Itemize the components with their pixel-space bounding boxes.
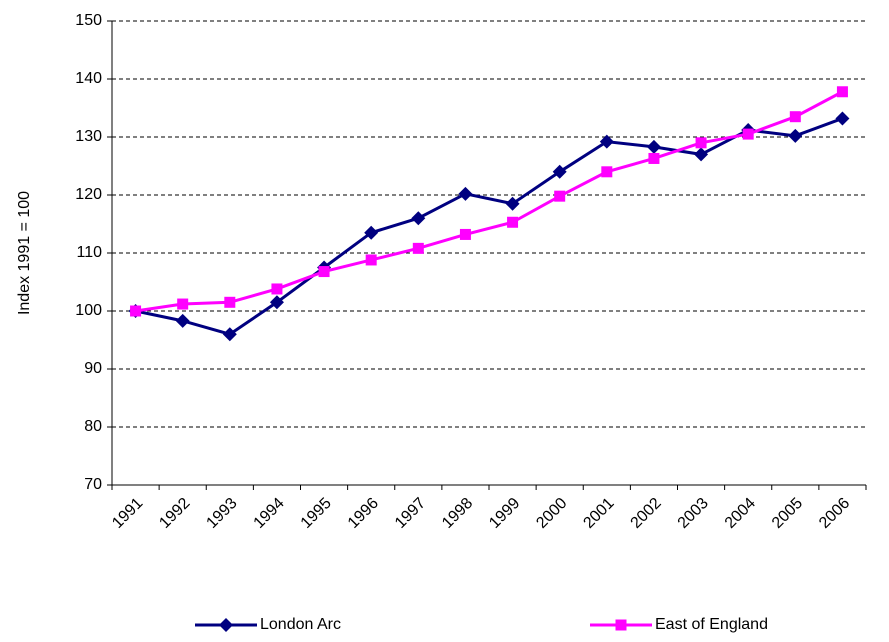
- x-tick-label: 2005: [769, 495, 806, 532]
- point: [836, 86, 848, 98]
- legend-marker: [615, 619, 627, 631]
- point: [271, 283, 283, 295]
- point: [694, 147, 709, 162]
- point: [835, 111, 850, 126]
- x-tick-label: 2003: [675, 495, 712, 532]
- point: [175, 313, 190, 328]
- point: [789, 111, 801, 123]
- point: [364, 225, 379, 240]
- point: [742, 128, 754, 140]
- point: [507, 216, 519, 228]
- x-tick-label: 1999: [486, 495, 523, 532]
- x-tick-label: 1994: [251, 495, 288, 532]
- x-tick-label: 1997: [392, 495, 429, 532]
- point: [458, 186, 473, 201]
- point: [269, 295, 284, 310]
- point: [365, 254, 377, 266]
- series-line: [135, 90, 844, 313]
- x-tick-label: 1993: [203, 495, 240, 532]
- x-tick-label: 2000: [533, 495, 570, 532]
- y-axis-label: Index 1991 = 100: [16, 191, 33, 315]
- x-tick-label: 2001: [580, 495, 617, 532]
- point: [411, 211, 426, 226]
- y-tick-label: 70: [84, 476, 102, 493]
- point: [648, 152, 660, 164]
- point: [505, 196, 520, 211]
- point: [695, 137, 707, 149]
- x-tick-label: 2004: [722, 495, 759, 532]
- point: [222, 327, 237, 342]
- x-tick-label: 1992: [156, 495, 193, 532]
- y-tick-label: 110: [76, 244, 102, 261]
- point: [318, 266, 330, 278]
- y-tick-label: 140: [75, 70, 102, 87]
- point: [554, 190, 566, 202]
- y-tick-label: 90: [84, 360, 102, 377]
- point: [130, 305, 142, 317]
- point: [646, 139, 661, 154]
- x-tick-label: 1996: [345, 495, 382, 532]
- point: [224, 296, 236, 308]
- point: [177, 298, 189, 310]
- legend-marker: [219, 618, 233, 632]
- legend-label: East of England: [655, 616, 768, 633]
- y-tick-label: 80: [84, 418, 102, 435]
- x-tick-label: 2002: [628, 495, 665, 532]
- x-tick-label: 1998: [439, 495, 476, 532]
- x-tick-label: 1991: [109, 495, 146, 532]
- y-tick-label: 150: [75, 12, 102, 29]
- point: [459, 228, 471, 240]
- y-tick-label: 100: [75, 302, 102, 319]
- x-tick-label: 1995: [298, 495, 335, 532]
- legend-label: London Arc: [260, 616, 341, 633]
- point: [412, 242, 424, 254]
- y-tick-label: 120: [75, 186, 102, 203]
- point: [601, 166, 613, 178]
- x-tick-label: 2006: [816, 495, 853, 532]
- y-tick-label: 130: [75, 128, 102, 145]
- point: [599, 134, 614, 149]
- point: [788, 128, 803, 143]
- series-line: [135, 117, 843, 336]
- point: [552, 164, 567, 179]
